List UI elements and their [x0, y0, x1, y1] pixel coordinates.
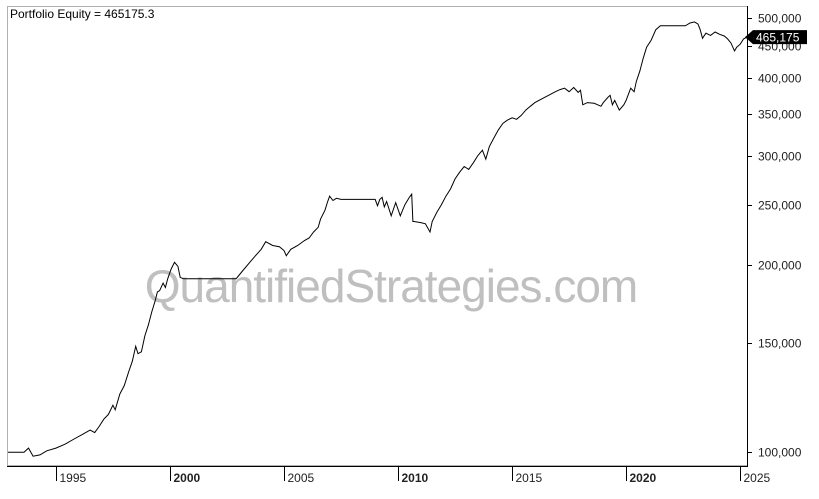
x-tick-label: 2005	[288, 471, 315, 485]
x-tick-label: 2020	[630, 471, 657, 485]
last-value-marker: 465,175	[745, 30, 807, 45]
y-tick-label: 400,000	[758, 72, 802, 86]
chart-title: Portfolio Equity = 465175.3	[10, 7, 155, 21]
watermark: QuantifiedStrategies.com	[145, 260, 638, 312]
last-value-label: 465,175	[756, 31, 800, 45]
x-axis: 1995 2000 2005 2010 2015 2020 2025	[56, 466, 771, 485]
y-tick-label: 200,000	[758, 259, 802, 273]
x-tick-label: 1995	[60, 471, 87, 485]
y-tick-label: 350,000	[758, 108, 802, 122]
y-tick-label: 500,000	[758, 12, 802, 26]
y-tick-label: 300,000	[758, 150, 802, 164]
equity-line	[8, 21, 748, 457]
last-value-badge	[745, 30, 807, 45]
x-tick-label: 2015	[516, 471, 543, 485]
x-tick-label: 2010	[402, 471, 429, 485]
y-tick-label: 100,000	[758, 446, 802, 460]
x-tick-label: 2000	[174, 471, 201, 485]
y-tick-label: 250,000	[758, 199, 802, 213]
x-tick-label: 2025	[744, 471, 771, 485]
y-tick-label: 150,000	[758, 337, 802, 351]
